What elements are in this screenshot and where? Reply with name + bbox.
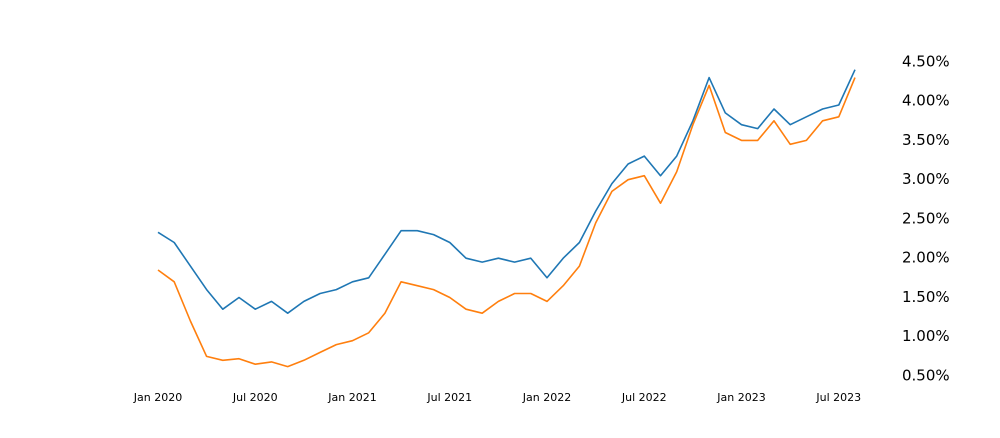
x-tick-label: Jul 2021 xyxy=(426,391,472,404)
x-tick-label: Jul 2023 xyxy=(815,391,861,404)
series-line xyxy=(157,77,856,368)
x-tick-label: Jan 2021 xyxy=(327,391,376,404)
y-tick-label: 4.50% xyxy=(902,52,950,70)
y-tick-label: 0.50% xyxy=(902,367,950,385)
x-tick-label: Jan 2020 xyxy=(133,391,182,404)
y-tick-label: 4.00% xyxy=(902,92,950,110)
y-tick-label: 3.50% xyxy=(902,131,950,149)
y-tick-label: 3.00% xyxy=(902,170,950,188)
y-tick-label: 1.00% xyxy=(902,327,950,345)
y-tick-label: 2.50% xyxy=(902,209,950,227)
x-tick-label: Jul 2020 xyxy=(232,391,278,404)
x-tick-label: Jan 2023 xyxy=(716,391,765,404)
y-tick-label: 2.00% xyxy=(902,249,950,267)
x-tick-label: Jul 2022 xyxy=(621,391,667,404)
x-tick-label: Jan 2022 xyxy=(522,391,571,404)
y-tick-label: 1.50% xyxy=(902,288,950,306)
series-line xyxy=(157,69,856,314)
